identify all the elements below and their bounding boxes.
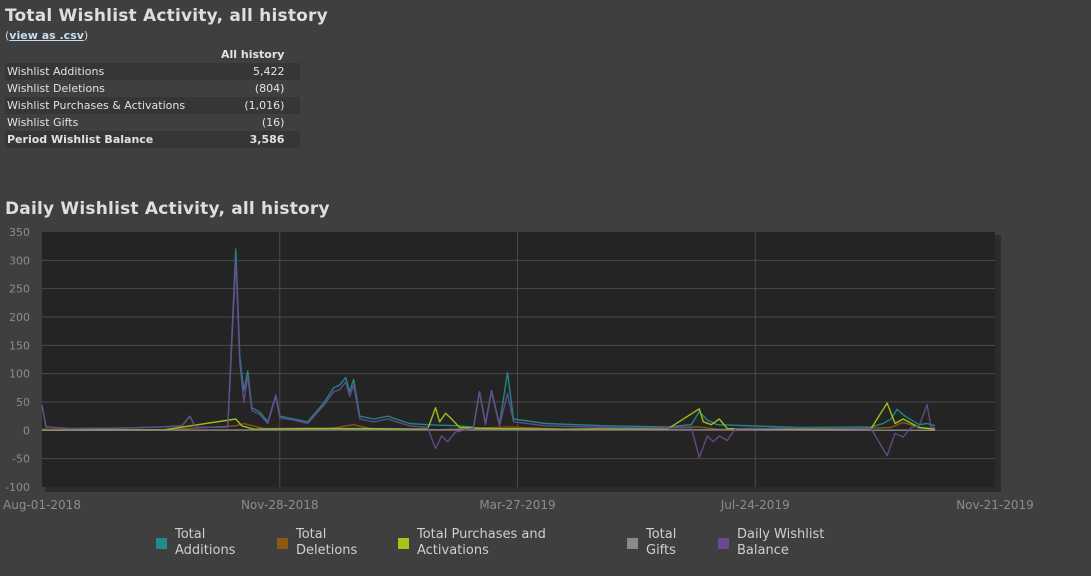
legend-label: Total Purchases and Activations (417, 527, 546, 558)
y-axis-labels: -100 -50 0 50 100 150 200 250 300 350 (5, 226, 30, 494)
summary-row-value: (804) (219, 80, 301, 97)
x-axis-labels: Aug-01-2018 Nov-28-2018 Mar-27-2019 Jul-24-… (3, 498, 1034, 512)
x-tick-label: Jul-24-2019 (720, 498, 790, 512)
summary-header-empty (5, 46, 219, 63)
summary-row-label: Wishlist Purchases & Activations (5, 97, 219, 114)
legend-label: Total Additions (175, 527, 236, 558)
x-tick-label: Aug-01-2018 (3, 498, 81, 512)
summary-row-additions: Wishlist Additions 5,422 (5, 63, 301, 80)
summary-row-value: (1,016) (219, 97, 301, 114)
x-tick-label: Nov-21-2019 (956, 498, 1034, 512)
daily-wishlist-chart: -100 -50 0 50 100 150 200 250 300 350 Aug-01-2018… (3, 226, 1034, 512)
series-line-5 (41, 259, 936, 459)
summary-row-label: Period Wishlist Balance (5, 131, 219, 148)
y-tick-label: 0 (23, 424, 30, 437)
y-tick-label: 350 (9, 226, 30, 239)
series-lines (41, 248, 936, 459)
y-tick-label: 250 (9, 283, 30, 296)
legend-swatch (627, 538, 638, 549)
legend-swatch (277, 538, 288, 549)
legend-label: Daily Wishlist Balance (737, 527, 825, 558)
summary-table: All history Wishlist Additions 5,422 Wis… (5, 46, 301, 148)
y-tick-label: 50 (16, 396, 30, 409)
summary-row-label: Wishlist Gifts (5, 114, 219, 131)
summary-row-balance: Period Wishlist Balance 3,586 (5, 131, 301, 148)
summary-row-gifts: Wishlist Gifts (16) (5, 114, 301, 131)
legend-label: Total Gifts (646, 527, 677, 558)
y-tick-label: -50 (12, 453, 30, 466)
legend-swatch (718, 538, 729, 549)
csv-paren-close: ) (83, 29, 89, 42)
summary-row-deletions: Wishlist Deletions (804) (5, 80, 301, 97)
legend-label: Total Deletions (296, 527, 358, 558)
x-tick-label: Nov-28-2018 (241, 498, 319, 512)
series-line-1 (41, 248, 936, 430)
y-tick-label: 300 (9, 254, 30, 267)
x-tick-label: Mar-27-2019 (479, 498, 555, 512)
summary-row-value: (16) (219, 114, 301, 131)
legend-swatch (156, 538, 167, 549)
summary-row-purchases: Wishlist Purchases & Activations (1,016) (5, 97, 301, 114)
view-csv-link[interactable]: view as .csv (9, 29, 84, 42)
legend-swatch (398, 538, 409, 549)
summary-row-label: Wishlist Deletions (5, 80, 219, 97)
summary-row-value: 5,422 (219, 63, 301, 80)
y-tick-label: -100 (5, 481, 30, 494)
plot-area (42, 232, 995, 487)
chart-title: Daily Wishlist Activity, all history (5, 199, 330, 219)
y-tick-label: 150 (9, 339, 30, 352)
csv-paren-open: ( (5, 29, 10, 42)
summary-header-all-history: All history (221, 47, 285, 61)
series-line-3 (41, 402, 936, 431)
series-line-2 (41, 421, 936, 431)
summary-title: Total Wishlist Activity, all history (5, 6, 328, 26)
summary-row-value: 3,586 (219, 131, 301, 148)
summary-row-label: Wishlist Additions (5, 63, 219, 80)
y-tick-label: 200 (9, 311, 30, 324)
y-tick-label: 100 (9, 368, 30, 381)
csv-link-wrapper: (view as .csv) (5, 29, 88, 42)
series-line-4 (41, 429, 936, 432)
